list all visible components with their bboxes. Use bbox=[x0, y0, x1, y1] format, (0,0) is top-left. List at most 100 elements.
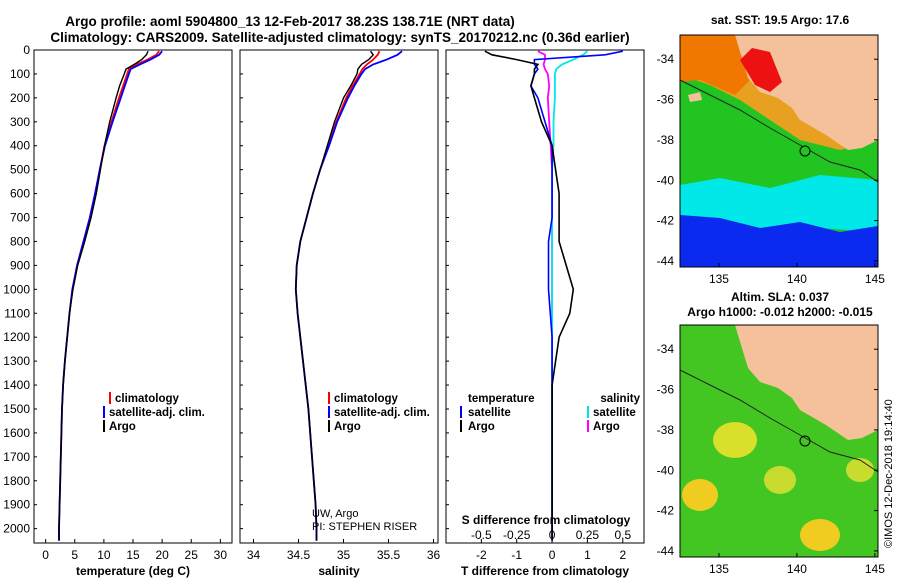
sla-map-title-line2: Argo h1000: -0.012 h2000: -0.015 bbox=[687, 305, 873, 319]
temperature-tick-label: 30 bbox=[214, 548, 228, 562]
difference-xlabel: T difference from climatology bbox=[461, 564, 629, 578]
sst-map-frame bbox=[679, 34, 879, 268]
depth-tick-label: 1600 bbox=[3, 426, 30, 440]
sst-shelf-contour bbox=[679, 79, 879, 183]
depth-tick-label: 600 bbox=[10, 187, 30, 201]
sst-map-lon-label: 140 bbox=[787, 272, 807, 286]
sla-argo-location bbox=[799, 435, 811, 447]
depth-tick-label: 200 bbox=[10, 91, 30, 105]
sla-map-lat-label: -42 bbox=[657, 504, 675, 518]
sla-map-lon-label: 145 bbox=[865, 562, 885, 576]
sla-map-lon-label: 135 bbox=[709, 562, 729, 576]
sla-map-lat-label: -40 bbox=[657, 463, 675, 477]
sst-map bbox=[679, 34, 879, 268]
difference-profiles bbox=[484, 50, 623, 541]
difference-tick-label: 0 bbox=[549, 548, 556, 562]
depth-tick-label: 800 bbox=[10, 234, 30, 248]
sla-anomaly-4 bbox=[764, 466, 796, 494]
figure-title-line1: Argo profile: aoml 5904800_13 12-Feb-201… bbox=[65, 14, 514, 29]
salinity-tick-label: 35.5 bbox=[377, 548, 401, 562]
diff-legend-salinity-title: salinity bbox=[600, 393, 640, 405]
depth-tick-label: 100 bbox=[10, 67, 30, 81]
diff-s-argo-line bbox=[537, 50, 553, 541]
difference-tick-label: 1 bbox=[584, 548, 591, 562]
temp-legend-climatology: climatology bbox=[115, 393, 180, 405]
temperature-tick-label: 5 bbox=[71, 548, 78, 562]
temperature-axis-ticks: 0 5 10 15 20 25 30 bbox=[34, 49, 228, 562]
sst-map-lon-label: 135 bbox=[709, 272, 729, 286]
salinity-satellite-line bbox=[294, 50, 403, 541]
sla-map-lat-label: -38 bbox=[657, 423, 675, 437]
diff-legend-temperature-title: temperature bbox=[468, 393, 534, 405]
difference-panel-frame bbox=[445, 49, 645, 544]
difference-legend: temperature satellite Argo salinity sate… bbox=[460, 393, 641, 433]
depth-tick-label: 1800 bbox=[3, 474, 30, 488]
sst-cold-water bbox=[680, 215, 878, 267]
sla-land bbox=[735, 325, 878, 440]
temperature-tick-label: 20 bbox=[155, 548, 169, 562]
sst-map-lat-label: -42 bbox=[657, 214, 675, 228]
sla-map-lat-label: -34 bbox=[657, 342, 675, 356]
temperature-tick-label: 15 bbox=[126, 548, 140, 562]
sst-map-lat-label: -40 bbox=[657, 173, 675, 187]
depth-tick-label: 1900 bbox=[3, 498, 30, 512]
salinity-profiles bbox=[294, 50, 403, 541]
salinity-xlabel: salinity bbox=[318, 564, 360, 578]
sst-map-lat-label: -34 bbox=[657, 52, 675, 66]
depth-tick-label: 1400 bbox=[3, 378, 30, 392]
sla-anomaly-5 bbox=[846, 458, 874, 482]
sla-map-title-line1: Altim. SLA: 0.037 bbox=[731, 290, 829, 304]
difference-tick-label: -2 bbox=[476, 548, 487, 562]
sst-map-lat-label: -38 bbox=[657, 133, 675, 147]
sst-map-title: sat. SST: 19.5 Argo: 17.6 bbox=[711, 13, 850, 27]
salinity-note-pi: PI: STEPHEN RISER bbox=[312, 521, 417, 533]
salinity-panel-frame bbox=[239, 49, 439, 544]
sst-map-lon-label: 145 bbox=[865, 272, 885, 286]
sst-map-ticks: -34 -36 -38 -40 -42 -44 135 140 145 bbox=[657, 52, 886, 286]
salinity-tick-label: 36 bbox=[427, 548, 441, 562]
figure-title-line2: Climatology: CARS2009. Satellite-adjuste… bbox=[50, 30, 629, 45]
s-difference-tick-label: 0.25 bbox=[576, 528, 600, 542]
salinity-tick-label: 35 bbox=[337, 548, 351, 562]
imos-credit: ©IMOS 12-Dec-2018 19:14:40 bbox=[883, 399, 895, 548]
temperature-tick-label: 10 bbox=[97, 548, 111, 562]
temperature-xlabel: temperature (deg C) bbox=[76, 564, 190, 578]
salinity-axis-ticks: 34 34.5 35 35.5 36 bbox=[240, 49, 441, 562]
salinity-tick-label: 34.5 bbox=[287, 548, 311, 562]
depth-tick-label: 500 bbox=[10, 163, 30, 177]
diff-t-argo-line bbox=[484, 50, 575, 541]
sla-anomaly-1 bbox=[713, 422, 757, 458]
salinity-note-uw: UW, Argo bbox=[312, 508, 358, 520]
depth-tick-label: 1500 bbox=[3, 402, 30, 416]
depth-tick-label: 300 bbox=[10, 115, 30, 129]
sal-legend-argo: Argo bbox=[334, 421, 361, 433]
sla-anomaly-3 bbox=[800, 519, 840, 551]
salinity-climatology-line bbox=[294, 50, 381, 541]
salinity-legend: climatology satellite-adj. clim. Argo bbox=[328, 392, 430, 433]
depth-tick-label: 1000 bbox=[3, 282, 30, 296]
sst-map-lat-label: -36 bbox=[657, 93, 675, 107]
depth-axis-labels: 0 100 200 300 400 500 600 700 800 900 1000 1100 1200… bbox=[3, 43, 30, 536]
temp-legend-satellite: satellite-adj. clim. bbox=[109, 407, 205, 419]
temperature-panel-frame bbox=[33, 49, 233, 544]
diff-t-satellite-line bbox=[530, 50, 623, 541]
sla-map-frame bbox=[679, 324, 879, 558]
sla-map bbox=[679, 324, 879, 558]
temp-legend-argo: Argo bbox=[109, 421, 136, 433]
diff-legend-s-satellite: satellite bbox=[593, 407, 636, 419]
temperature-profiles bbox=[58, 50, 163, 541]
depth-tick-label: 1200 bbox=[3, 330, 30, 344]
sst-argo-location bbox=[799, 145, 811, 157]
s-difference-tick-label: 0 bbox=[549, 528, 556, 542]
sla-map-lat-label: -36 bbox=[657, 383, 675, 397]
s-difference-label: S difference from climatology bbox=[462, 513, 631, 527]
depth-tick-label: 1300 bbox=[3, 354, 30, 368]
sla-anomaly-2 bbox=[682, 479, 718, 511]
s-difference-tick-label: -0.25 bbox=[503, 528, 531, 542]
temperature-argo-line bbox=[58, 50, 149, 541]
depth-tick-label: 1700 bbox=[3, 450, 30, 464]
s-difference-tick-label: 0.5 bbox=[614, 528, 631, 542]
sst-map-lat-label: -44 bbox=[657, 254, 675, 268]
depth-tick-label: 400 bbox=[10, 139, 30, 153]
